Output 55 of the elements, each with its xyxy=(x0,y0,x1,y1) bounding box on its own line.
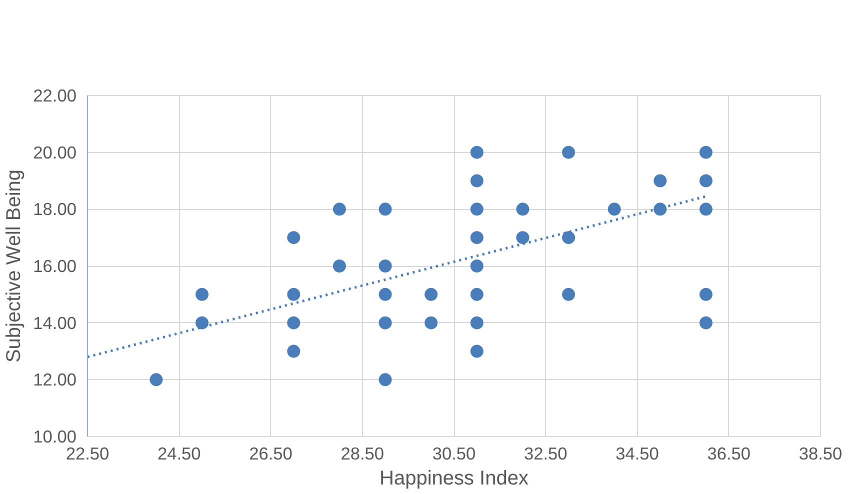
y-tick-label: 10.00 xyxy=(33,426,77,446)
point xyxy=(378,202,392,216)
point xyxy=(196,316,209,330)
point xyxy=(287,344,300,358)
point xyxy=(150,373,163,386)
point xyxy=(470,231,484,244)
point xyxy=(378,288,392,301)
point xyxy=(378,373,392,386)
x-tick-label: 36.50 xyxy=(707,444,751,464)
x-tick-label: 26.50 xyxy=(249,444,292,464)
x-axis-title: Happiness Index xyxy=(380,468,528,490)
point xyxy=(470,260,484,272)
y-tick-label: 20.00 xyxy=(33,142,77,162)
point xyxy=(470,316,484,330)
point xyxy=(699,146,712,159)
x-tick-label: 38.50 xyxy=(798,444,842,464)
point xyxy=(699,316,712,330)
x-tick-label: 32.50 xyxy=(524,444,568,464)
point xyxy=(470,344,484,358)
point xyxy=(562,146,576,159)
point xyxy=(699,174,712,188)
y-tick-label: 18.00 xyxy=(33,199,77,220)
point xyxy=(287,231,300,244)
point xyxy=(470,202,484,216)
point xyxy=(562,231,576,244)
point xyxy=(699,202,712,216)
x-tick-label: 22.50 xyxy=(66,444,110,464)
y-tick-label: 16.00 xyxy=(33,256,77,276)
point xyxy=(196,288,209,301)
point xyxy=(608,202,621,216)
point xyxy=(516,231,530,244)
x-tick-label: 28.50 xyxy=(340,444,384,464)
point xyxy=(516,202,530,216)
point xyxy=(424,288,438,301)
point xyxy=(699,288,712,301)
point xyxy=(470,174,484,188)
point xyxy=(332,202,346,216)
point xyxy=(287,288,300,301)
y-axis-title: Subjective Well Being xyxy=(3,169,26,363)
x-tick-label: 24.50 xyxy=(157,444,201,464)
point xyxy=(287,316,300,330)
point xyxy=(654,174,667,188)
point xyxy=(562,288,576,301)
x-tick-label: 30.50 xyxy=(432,444,476,464)
point xyxy=(378,260,392,272)
y-tick-label: 12.00 xyxy=(33,370,77,390)
y-tick-label: 14.00 xyxy=(33,312,77,333)
point xyxy=(470,288,484,301)
point xyxy=(654,202,667,216)
point xyxy=(332,260,346,272)
y-tick-label: 22.00 xyxy=(33,86,77,106)
x-tick-label: 34.50 xyxy=(616,444,659,464)
point xyxy=(378,316,392,330)
point xyxy=(470,146,484,159)
point xyxy=(424,316,438,330)
